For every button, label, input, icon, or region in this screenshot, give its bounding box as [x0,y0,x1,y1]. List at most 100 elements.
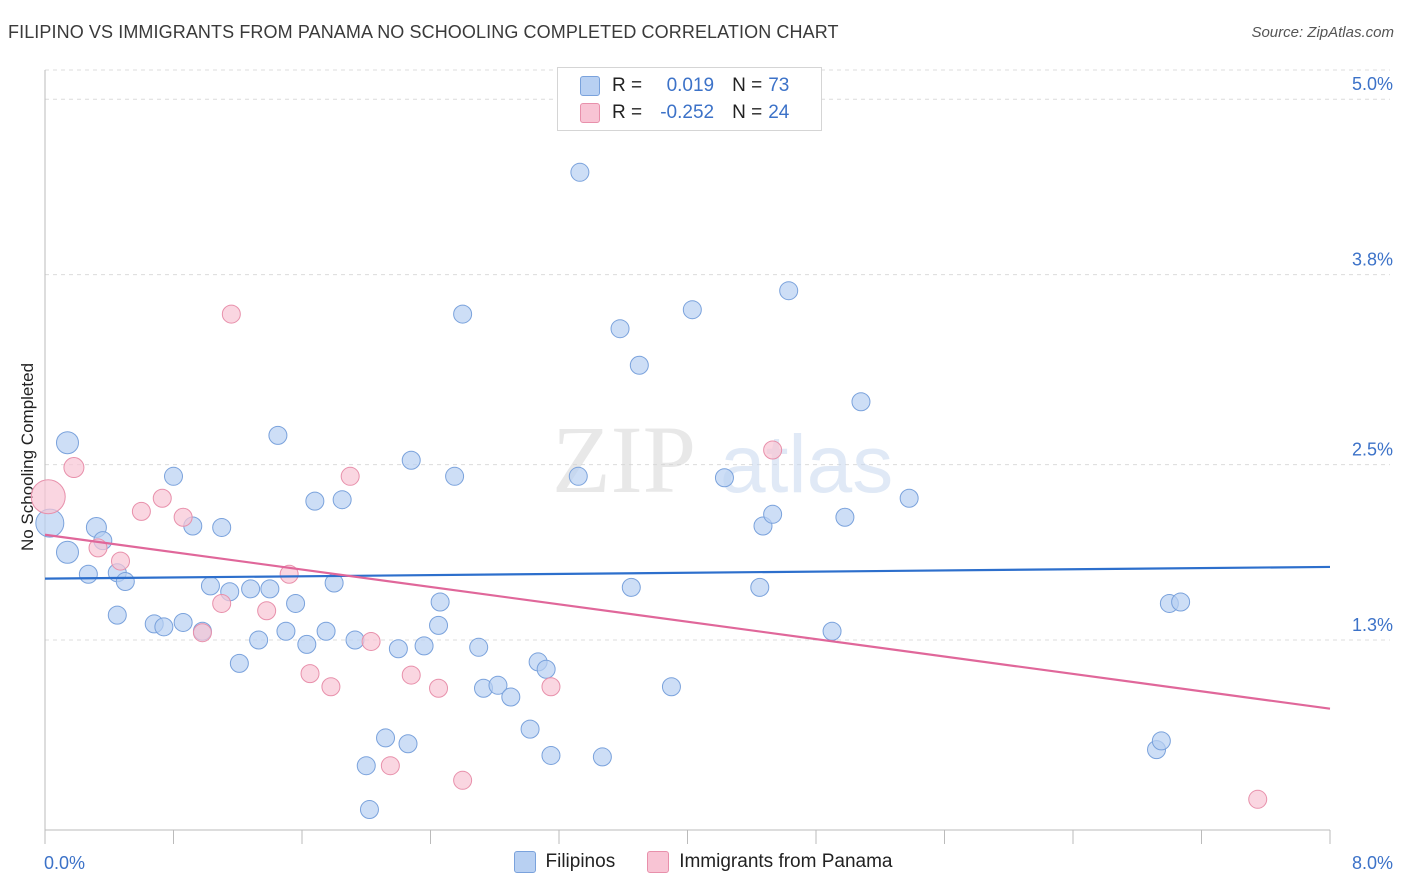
filipinos-point [297,634,317,654]
panama-point [173,507,193,527]
filipinos-point [55,540,79,564]
filipinos-point [501,687,521,707]
panama-point [453,770,473,790]
panama-point [361,631,381,651]
panama-point [380,756,400,776]
filipinos-point [345,630,365,650]
filipinos-swatch [580,76,600,96]
filipinos-point [305,491,325,511]
filipinos-point [401,450,421,470]
filipinos-point [276,621,296,641]
filipinos-point [682,300,702,320]
filipinos-point [445,466,465,486]
filipinos-point [714,468,734,488]
filipinos-point [899,488,919,508]
n-label: N = [732,75,763,96]
panama-point [1248,789,1268,809]
n-label: N = [732,102,763,123]
filipinos-point [629,355,649,375]
y-tick-label: 5.0% [1352,74,1393,94]
filipinos-point [536,659,556,679]
panama-point [300,664,320,684]
filipinos-point [822,621,842,641]
legend-item-filipinos[interactable]: Filipinos [513,851,616,873]
legend-label: Filipinos [545,851,616,872]
panama-point [30,479,66,515]
filipinos-point [835,507,855,527]
filipinos-point [429,615,449,635]
filipinos-point [229,653,249,673]
y-tick-label: 2.5% [1352,440,1393,460]
filipinos-point [164,466,183,486]
filipinos-point [78,564,98,584]
filipinos-point [115,572,135,592]
filipinos-point [430,592,450,612]
panama-legend-swatch [647,851,670,873]
filipinos-point [55,431,79,455]
filipinos-point [568,466,588,486]
filipinos-point [610,319,630,339]
stats-row-panama: R = -0.252 N = 24 [580,101,789,125]
chart-title: FILIPINO VS IMMIGRANTS FROM PANAMA NO SC… [8,22,839,42]
filipinos-points [35,162,1191,820]
filipinos-point [1151,731,1171,751]
filipinos-point [356,756,376,776]
filipinos-point [779,281,799,301]
panama-swatch [580,103,600,123]
filipinos-point [260,579,280,599]
panama-trend-line [44,533,1331,710]
panama-point [221,304,241,324]
filipinos-point [388,639,408,659]
filipinos-trend-line [44,565,1331,580]
n-value: 24 [768,102,790,123]
axes [44,70,1331,844]
filipinos-point [1171,592,1191,612]
panama-point [63,457,85,479]
filipinos-point [570,162,590,182]
legend-label: Immigrants from Panama [679,851,893,872]
filipinos-point [398,734,418,754]
filipinos-point [541,745,561,765]
panama-point [763,440,783,460]
panama-point [152,488,172,508]
r-value: -0.252 [660,102,715,123]
panama-point [131,501,151,521]
watermark-atlas: atlas [720,419,893,510]
filipinos-point [851,392,871,412]
filipinos-point [154,617,174,637]
panama-point [192,623,212,643]
filipinos-point [241,579,261,599]
legend-item-panama[interactable]: Immigrants from Panama [647,851,893,873]
source-label: Source: ZipAtlas.com [1251,24,1394,41]
x-tick-label: 0.0% [44,853,85,873]
filipinos-point [520,719,540,739]
filipinos-point [212,517,232,537]
panama-point [110,551,130,571]
filipinos-point [453,304,473,324]
filipinos-legend-swatch [513,851,536,873]
filipinos-point [376,728,396,748]
panama-point [321,677,341,697]
filipinos-point [661,677,681,697]
filipinos-point [750,577,770,597]
panama-point [257,601,277,621]
filipinos-point [268,425,288,445]
filipinos-point [173,612,193,632]
stats-legend: R = 0.019 N = 73 R = -0.252 N = 24 [557,67,822,131]
trend-lines [44,533,1331,710]
filipinos-point [469,637,489,657]
filipinos-point [286,593,306,613]
watermark-zip: ZIP [552,406,696,513]
y-tick-label: 1.3% [1352,615,1393,635]
panama-point [212,593,232,613]
panama-point [401,665,421,685]
filipinos-point [332,490,352,510]
filipinos-point [107,605,127,625]
series-legend: Filipinos Immigrants from Panama [0,851,1406,873]
r-value: 0.019 [666,75,715,96]
tick-labels: 1.3% 2.5% 3.8% 5.0% 0.0% 8.0% [44,74,1393,873]
filipinos-point [592,747,612,767]
panama-point [429,678,449,698]
r-label: R = [612,75,643,96]
